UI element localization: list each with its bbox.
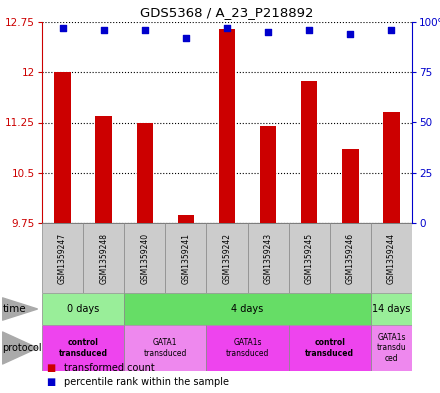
Bar: [206, 325, 289, 371]
Polygon shape: [2, 332, 37, 364]
Bar: [289, 325, 371, 371]
Text: protocol: protocol: [2, 343, 42, 353]
Bar: [383, 112, 400, 223]
Bar: [124, 223, 165, 293]
Text: GSM1359245: GSM1359245: [305, 232, 314, 284]
Bar: [42, 223, 83, 293]
Text: GSM1359240: GSM1359240: [140, 232, 149, 284]
Polygon shape: [2, 298, 37, 320]
Bar: [342, 149, 359, 223]
Text: GATA1s
transduced: GATA1s transduced: [226, 338, 269, 358]
Bar: [95, 116, 112, 223]
Text: GSM1359242: GSM1359242: [223, 233, 231, 283]
Text: GSM1359246: GSM1359246: [346, 232, 355, 284]
Text: ■: ■: [46, 377, 55, 387]
Text: time: time: [2, 304, 26, 314]
Point: [100, 27, 107, 33]
Bar: [136, 123, 153, 223]
Point: [264, 29, 271, 35]
Point: [347, 31, 354, 37]
Text: percentile rank within the sample: percentile rank within the sample: [64, 377, 229, 387]
Text: GSM1359243: GSM1359243: [264, 232, 273, 284]
Text: 14 days: 14 days: [372, 304, 411, 314]
Bar: [83, 223, 124, 293]
Text: GSM1359241: GSM1359241: [181, 233, 191, 283]
Text: ■: ■: [46, 363, 55, 373]
Title: GDS5368 / A_23_P218892: GDS5368 / A_23_P218892: [140, 6, 314, 19]
Bar: [248, 223, 289, 293]
Bar: [289, 223, 330, 293]
Point: [306, 27, 313, 33]
Text: GSM1359247: GSM1359247: [58, 232, 67, 284]
Text: control
transduced: control transduced: [305, 338, 354, 358]
Bar: [54, 72, 71, 223]
Text: control
transduced: control transduced: [59, 338, 108, 358]
Bar: [42, 293, 124, 325]
Bar: [42, 325, 124, 371]
Bar: [124, 325, 206, 371]
Text: GSM1359248: GSM1359248: [99, 233, 108, 283]
Bar: [330, 223, 371, 293]
Bar: [301, 81, 317, 223]
Bar: [124, 293, 371, 325]
Bar: [371, 293, 412, 325]
Text: transformed count: transformed count: [64, 363, 155, 373]
Point: [388, 27, 395, 33]
Bar: [178, 215, 194, 223]
Text: 4 days: 4 days: [231, 304, 264, 314]
Bar: [260, 126, 276, 223]
Text: 0 days: 0 days: [67, 304, 99, 314]
Point: [141, 27, 148, 33]
Bar: [371, 223, 412, 293]
Bar: [371, 325, 412, 371]
Point: [59, 25, 66, 31]
Bar: [165, 223, 206, 293]
Point: [224, 25, 231, 31]
Point: [182, 35, 189, 41]
Bar: [206, 223, 248, 293]
Bar: [219, 29, 235, 223]
Text: GSM1359244: GSM1359244: [387, 232, 396, 284]
Text: GATA1
transduced: GATA1 transduced: [143, 338, 187, 358]
Text: GATA1s
transdu
ced: GATA1s transdu ced: [377, 333, 406, 363]
